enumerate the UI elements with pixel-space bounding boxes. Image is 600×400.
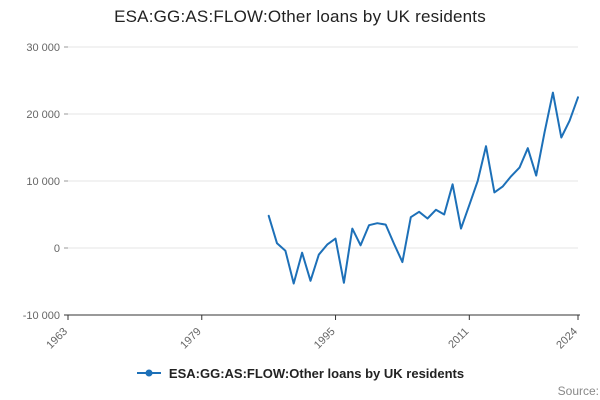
legend-line-marker-icon	[136, 369, 161, 377]
chart-title: ESA:GG:AS:FLOW:Other loans by UK residen…	[114, 7, 486, 26]
svg-text:1995: 1995	[312, 326, 338, 352]
legend-label: ESA:GG:AS:FLOW:Other loans by UK residen…	[168, 365, 465, 381]
svg-text:0: 0	[54, 243, 60, 255]
svg-text:1963: 1963	[44, 326, 70, 352]
svg-text:2011: 2011	[446, 326, 471, 351]
svg-text:10 000: 10 000	[26, 176, 60, 188]
svg-text:20 000: 20 000	[26, 109, 60, 121]
svg-text:30 000: 30 000	[26, 42, 60, 54]
svg-text:1979: 1979	[178, 326, 204, 352]
svg-text:-10 000: -10 000	[23, 310, 60, 322]
legend-item[interactable]: ESA:GG:AS:FLOW:Other loans by UK residen…	[0, 363, 600, 383]
source-label: Source:	[557, 384, 599, 398]
svg-text:2024: 2024	[554, 326, 580, 352]
